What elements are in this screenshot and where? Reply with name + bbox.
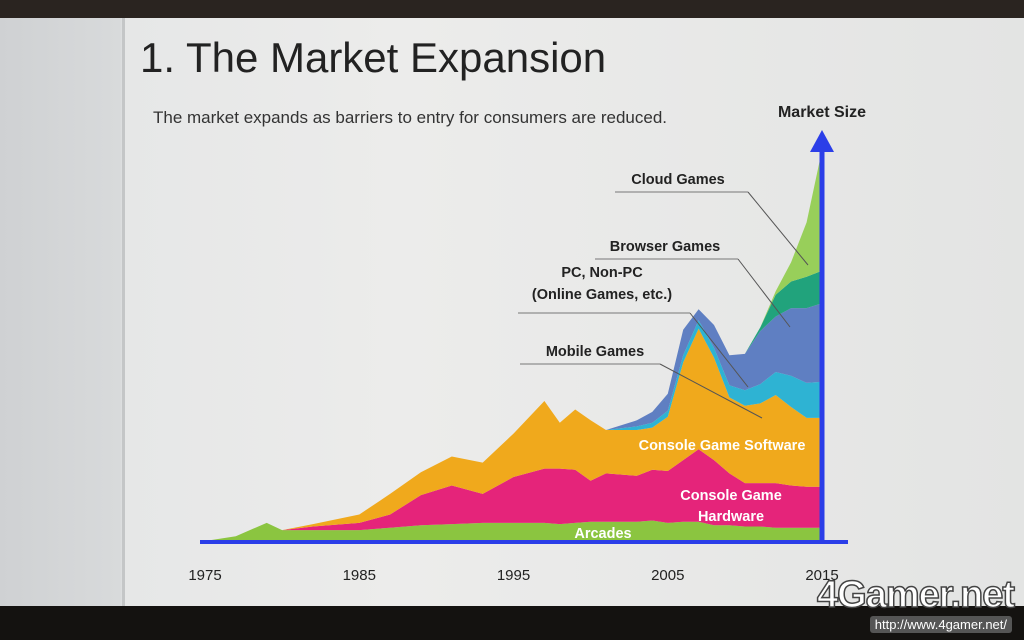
y-axis-label: Market Size bbox=[778, 104, 866, 121]
callout-label-mobile-games: Mobile Games bbox=[546, 344, 644, 360]
projector-bottom-bar bbox=[0, 606, 1024, 640]
area-label-arcades: Arcades bbox=[574, 526, 631, 542]
slide-divider bbox=[122, 18, 125, 606]
watermark-url: http://www.4gamer.net/ bbox=[869, 616, 1012, 633]
slide-title: 1. The Market Expansion bbox=[140, 34, 607, 81]
slide-subtitle: The market expands as barriers to entry … bbox=[153, 108, 668, 127]
area-label-console-game-hardware: Console Game Hardware bbox=[680, 488, 782, 525]
area-console-game-software bbox=[205, 328, 822, 541]
callout-label-browser-games: Browser Games bbox=[610, 239, 720, 255]
area-arcades bbox=[205, 520, 822, 541]
y-axis-arrowhead bbox=[810, 130, 834, 152]
x-tick-label: 1985 bbox=[343, 567, 376, 584]
x-tick-label: 1995 bbox=[497, 567, 530, 584]
callout-leader-mobile-games bbox=[659, 363, 763, 419]
area-label-console-game-software: Console Game Software bbox=[639, 438, 806, 454]
callout-leader-pc-non-pc-online-games-etc bbox=[689, 312, 749, 388]
x-tick-label: 2015 bbox=[805, 567, 838, 584]
watermark-logo: 4Gamer.net bbox=[816, 573, 1016, 617]
x-tick-label: 1975 bbox=[188, 567, 221, 584]
callout-label-cloud-games: Cloud Games bbox=[631, 172, 724, 188]
callout-label-pc-non-pc-online-games-etc: PC, Non-PC (Online Games, etc.) bbox=[532, 265, 672, 303]
callout-leader-browser-games bbox=[737, 258, 791, 328]
x-tick-label: 2005 bbox=[651, 567, 684, 584]
callout-leader-cloud-games bbox=[747, 191, 809, 266]
area-console-game-hardware bbox=[205, 449, 822, 541]
